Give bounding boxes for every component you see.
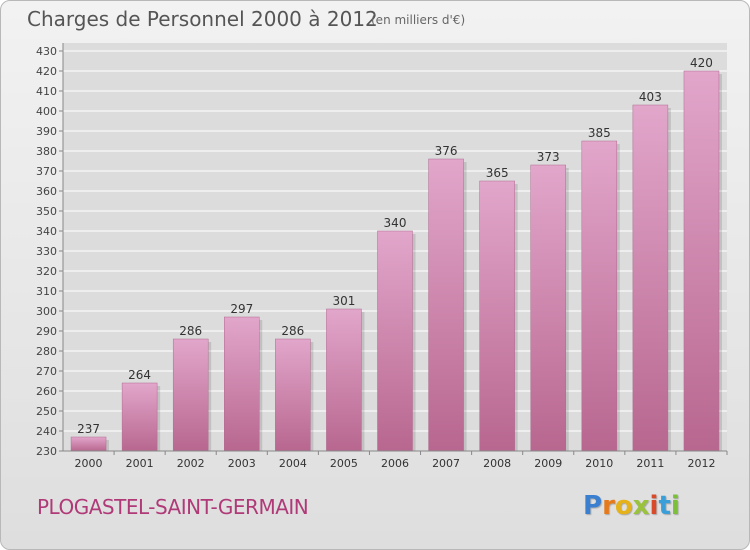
logo-letter: i bbox=[670, 491, 680, 521]
y-tick-label: 310 bbox=[36, 285, 57, 298]
y-tick-label: 250 bbox=[36, 405, 57, 418]
x-tick-label: 2001 bbox=[126, 457, 154, 470]
x-tick-label: 2000 bbox=[75, 457, 103, 470]
x-tick-label: 2009 bbox=[534, 457, 562, 470]
chart-subtitle: (en milliers d'€) bbox=[371, 13, 466, 27]
logo-letter: P bbox=[583, 491, 603, 521]
bar-2002 bbox=[172, 338, 209, 452]
y-tick-label: 360 bbox=[36, 185, 57, 198]
x-tick-label: 2005 bbox=[330, 457, 358, 470]
logo-letter: r bbox=[602, 491, 615, 521]
bar-2004 bbox=[275, 338, 311, 452]
bar-2003 bbox=[224, 316, 260, 452]
y-tick-label: 330 bbox=[36, 245, 57, 258]
y-tick-label: 290 bbox=[36, 325, 57, 338]
bar-2011 bbox=[632, 104, 669, 452]
y-tick-label: 270 bbox=[36, 365, 57, 378]
bar-value-label: 376 bbox=[435, 144, 458, 158]
x-tick-label: 2012 bbox=[687, 457, 715, 470]
bar-value-label: 297 bbox=[230, 302, 253, 316]
bar-2000 bbox=[70, 436, 107, 452]
bar-value-label: 403 bbox=[639, 90, 662, 104]
x-tick-label: 2007 bbox=[432, 457, 460, 470]
x-tick-label: 2011 bbox=[636, 457, 664, 470]
logo-letter: i bbox=[649, 491, 659, 521]
bar-2012 bbox=[683, 70, 720, 452]
y-tick-label: 340 bbox=[36, 225, 57, 238]
y-tick-label: 430 bbox=[36, 45, 57, 58]
y-tick-label: 230 bbox=[36, 445, 57, 458]
y-tick-label: 280 bbox=[36, 345, 57, 358]
y-tick-label: 410 bbox=[36, 85, 57, 98]
logo-letter: t bbox=[658, 491, 671, 521]
bar-value-label: 301 bbox=[332, 294, 355, 308]
y-tick-label: 240 bbox=[36, 425, 57, 438]
x-tick-label: 2010 bbox=[585, 457, 613, 470]
bar-value-label: 420 bbox=[690, 56, 713, 70]
bar-2010 bbox=[581, 140, 618, 452]
x-tick-label: 2002 bbox=[177, 457, 205, 470]
y-tick-label: 300 bbox=[36, 305, 57, 318]
bar-2005 bbox=[326, 308, 362, 452]
logo-letter: x bbox=[632, 491, 650, 521]
bar-2006 bbox=[377, 230, 413, 452]
bar-value-label: 340 bbox=[384, 216, 407, 230]
bar-2008 bbox=[479, 180, 515, 452]
x-tick-label: 2006 bbox=[381, 457, 409, 470]
x-tick-label: 2008 bbox=[483, 457, 511, 470]
chart-title: Charges de Personnel 2000 à 2012 bbox=[27, 7, 378, 31]
bar-value-label: 365 bbox=[486, 166, 509, 180]
bar-value-label: 385 bbox=[588, 126, 611, 140]
x-tick-label: 2003 bbox=[228, 457, 256, 470]
y-tick-label: 350 bbox=[36, 205, 57, 218]
y-tick-label: 390 bbox=[36, 125, 57, 138]
bar-value-label: 264 bbox=[128, 368, 151, 382]
y-tick-label: 380 bbox=[36, 145, 57, 158]
y-tick-label: 400 bbox=[36, 105, 57, 118]
y-tick-label: 260 bbox=[36, 385, 57, 398]
bar-value-label: 373 bbox=[537, 150, 560, 164]
x-tick-label: 2004 bbox=[279, 457, 307, 470]
bar-value-label: 286 bbox=[179, 324, 202, 338]
bar-value-label: 237 bbox=[77, 422, 100, 436]
bar-2009 bbox=[530, 164, 566, 452]
bar-value-label: 286 bbox=[281, 324, 304, 338]
proxiti-logo: Proxiti bbox=[583, 491, 680, 521]
bar-2001 bbox=[121, 382, 158, 452]
y-tick-label: 320 bbox=[36, 265, 57, 278]
bar-2007 bbox=[428, 158, 464, 452]
y-tick-label: 420 bbox=[36, 65, 57, 78]
commune-name: PLOGASTEL-SAINT-GERMAIN bbox=[37, 495, 309, 519]
logo-letter: o bbox=[614, 491, 633, 521]
y-tick-label: 370 bbox=[36, 165, 57, 178]
